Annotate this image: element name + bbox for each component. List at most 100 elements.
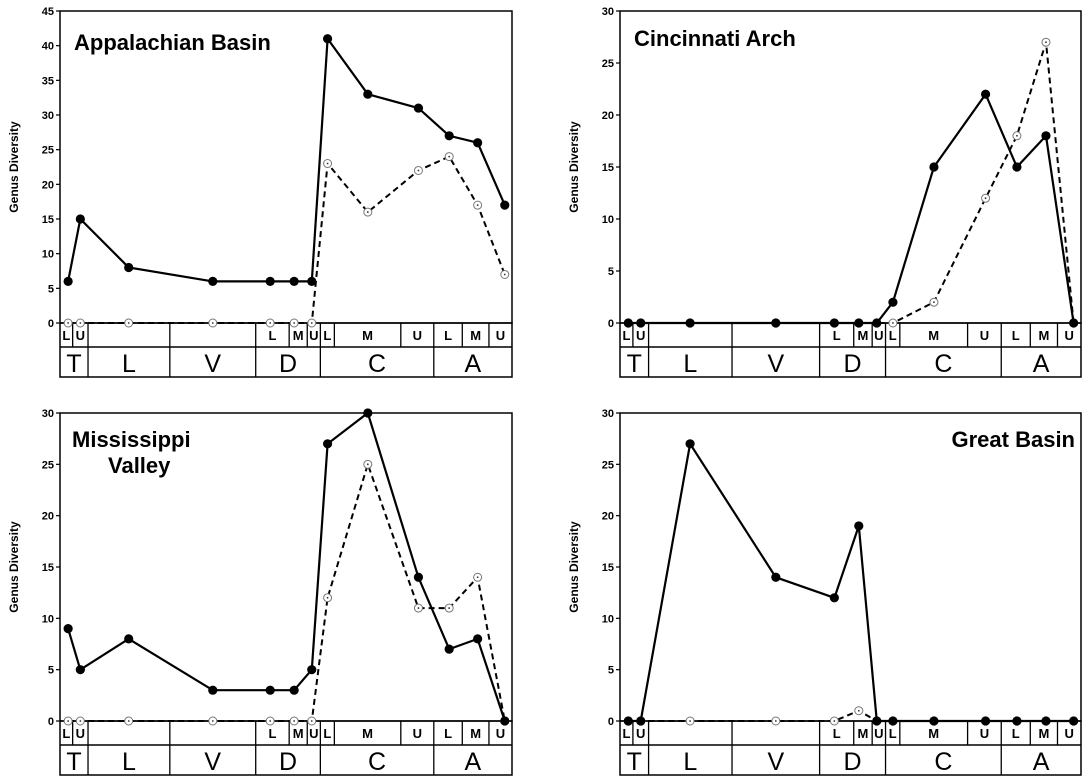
subdivision-label: U <box>980 726 989 741</box>
y-tick-label: 25 <box>602 459 614 471</box>
chart-panel: 0 5 10 15 20 25 30 Genus Diversity MississippiVa… <box>7 408 513 776</box>
data-point-filled <box>854 521 864 531</box>
series-line-solid <box>628 91 1075 325</box>
subdivision-label: M <box>1038 328 1049 343</box>
data-point-filled <box>444 644 454 654</box>
period-label: L <box>683 748 697 776</box>
data-point-filled <box>888 297 898 307</box>
subdivision-label: L <box>622 328 630 343</box>
subdivision-label: M <box>1038 726 1049 741</box>
subdivision-label: M <box>928 328 939 343</box>
data-point-filled <box>1041 131 1051 141</box>
chart-title: Appalachian Basin <box>74 30 271 55</box>
data-point-filled <box>500 716 510 726</box>
period-label: C <box>368 350 386 378</box>
data-point-filled <box>444 131 454 141</box>
subdivision-label: U <box>309 328 318 343</box>
y-tick-label: 0 <box>608 716 614 728</box>
period-label: T <box>66 748 81 776</box>
period-label: V <box>767 350 784 378</box>
data-point-open-dot <box>366 211 369 213</box>
y-tick-label: 30 <box>42 408 54 420</box>
subdivision-label: L <box>323 328 331 343</box>
y-tick-label: 20 <box>602 511 614 523</box>
stage-strip <box>59 720 513 776</box>
subdivision-label: U <box>413 726 422 741</box>
period-label: D <box>279 748 297 776</box>
series-line-dashed <box>628 709 1074 722</box>
data-point-filled <box>322 439 333 449</box>
y-tick-label: 0 <box>48 716 54 728</box>
data-point-open-dot <box>310 720 313 722</box>
subdivision-label: L <box>323 726 331 741</box>
y-tick-label: 20 <box>602 110 614 122</box>
subdivision-label: U <box>874 328 883 343</box>
subdivision-label: L <box>444 726 452 741</box>
y-tick-label: 5 <box>48 283 54 295</box>
data-point-open-dot <box>366 463 369 466</box>
subdivision-label: L <box>444 328 452 343</box>
subdivision-label: L <box>1012 726 1020 741</box>
period-label: L <box>683 350 697 378</box>
period-label: C <box>934 350 952 378</box>
subdivision-label: L <box>833 328 841 343</box>
series-line-dashed <box>68 461 506 722</box>
y-tick-label: 5 <box>608 266 614 278</box>
data-point-filled <box>413 572 424 582</box>
stage-strip <box>619 720 1082 776</box>
y-tick-label: 0 <box>608 318 614 330</box>
subdivision-label: U <box>309 726 318 741</box>
y-axis-label: Genus Diversity <box>567 521 581 613</box>
subdivision-label: U <box>413 328 422 343</box>
data-point-filled <box>929 716 939 726</box>
data-point-filled <box>307 665 317 675</box>
data-point-open-dot <box>310 322 313 324</box>
period-label: V <box>204 748 221 776</box>
y-tick-label: 15 <box>42 214 54 226</box>
y-tick-label: 25 <box>602 58 614 70</box>
data-point-filled <box>363 408 373 418</box>
data-point-filled <box>208 685 218 695</box>
period-label: C <box>934 748 952 776</box>
data-point-filled <box>289 276 299 286</box>
chart-title-line: Valley <box>108 453 171 478</box>
data-point-open-dot <box>269 720 272 722</box>
data-point-filled <box>473 138 483 148</box>
data-point-open-dot <box>127 720 130 722</box>
chart-title: Cincinnati Arch <box>634 26 796 51</box>
y-tick-label: 30 <box>42 110 54 122</box>
chart-title-line: Mississippi <box>72 427 191 452</box>
y-tick-label: 30 <box>602 408 614 420</box>
data-point-open-dot <box>293 322 296 324</box>
data-point-open-dot <box>476 204 479 207</box>
y-tick-label: 0 <box>48 318 54 330</box>
data-point-filled <box>63 624 73 634</box>
y-tick-label: 15 <box>42 562 54 574</box>
data-point-filled <box>1041 716 1051 726</box>
subdivision-label: U <box>636 328 645 343</box>
data-point-filled <box>1069 716 1079 726</box>
period-label: T <box>627 748 642 776</box>
data-point-filled <box>872 318 882 328</box>
subdivision-label: U <box>76 328 85 343</box>
data-point-filled <box>75 214 85 224</box>
y-tick-label: 15 <box>602 562 614 574</box>
plot-frame <box>619 10 1082 324</box>
data-point-filled <box>636 318 646 328</box>
period-label: V <box>767 748 784 776</box>
subdivision-label: L <box>833 726 841 741</box>
subdivision-label: L <box>62 726 70 741</box>
period-label: A <box>1033 350 1050 378</box>
data-point-open-dot <box>892 322 894 324</box>
data-point-filled <box>473 634 483 644</box>
subdivision-label: U <box>636 726 645 741</box>
data-point-open-dot <box>127 322 130 324</box>
data-point-filled <box>500 200 510 210</box>
subdivision-label: U <box>76 726 85 741</box>
period-label: D <box>844 350 862 378</box>
data-point-filled <box>829 318 839 328</box>
y-tick-label: 15 <box>602 162 614 174</box>
period-label: A <box>465 748 482 776</box>
data-point-open-dot <box>269 322 272 324</box>
